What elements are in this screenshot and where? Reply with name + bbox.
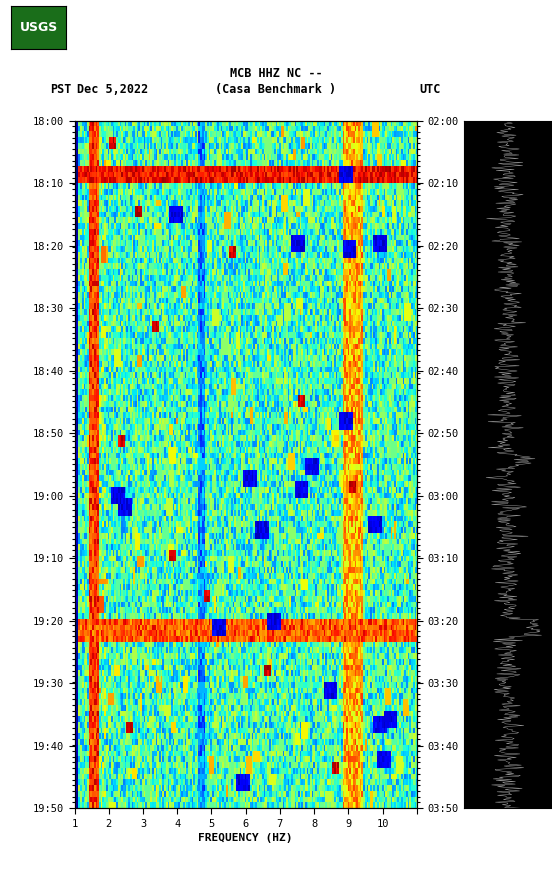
X-axis label: FREQUENCY (HZ): FREQUENCY (HZ) [198, 833, 293, 843]
Text: USGS: USGS [19, 21, 58, 34]
Text: (Casa Benchmark ): (Casa Benchmark ) [215, 82, 337, 96]
Text: MCB HHZ NC --: MCB HHZ NC -- [230, 67, 322, 80]
Text: Dec 5,2022: Dec 5,2022 [77, 82, 148, 96]
Text: UTC: UTC [420, 82, 441, 96]
Text: PST: PST [50, 82, 72, 96]
